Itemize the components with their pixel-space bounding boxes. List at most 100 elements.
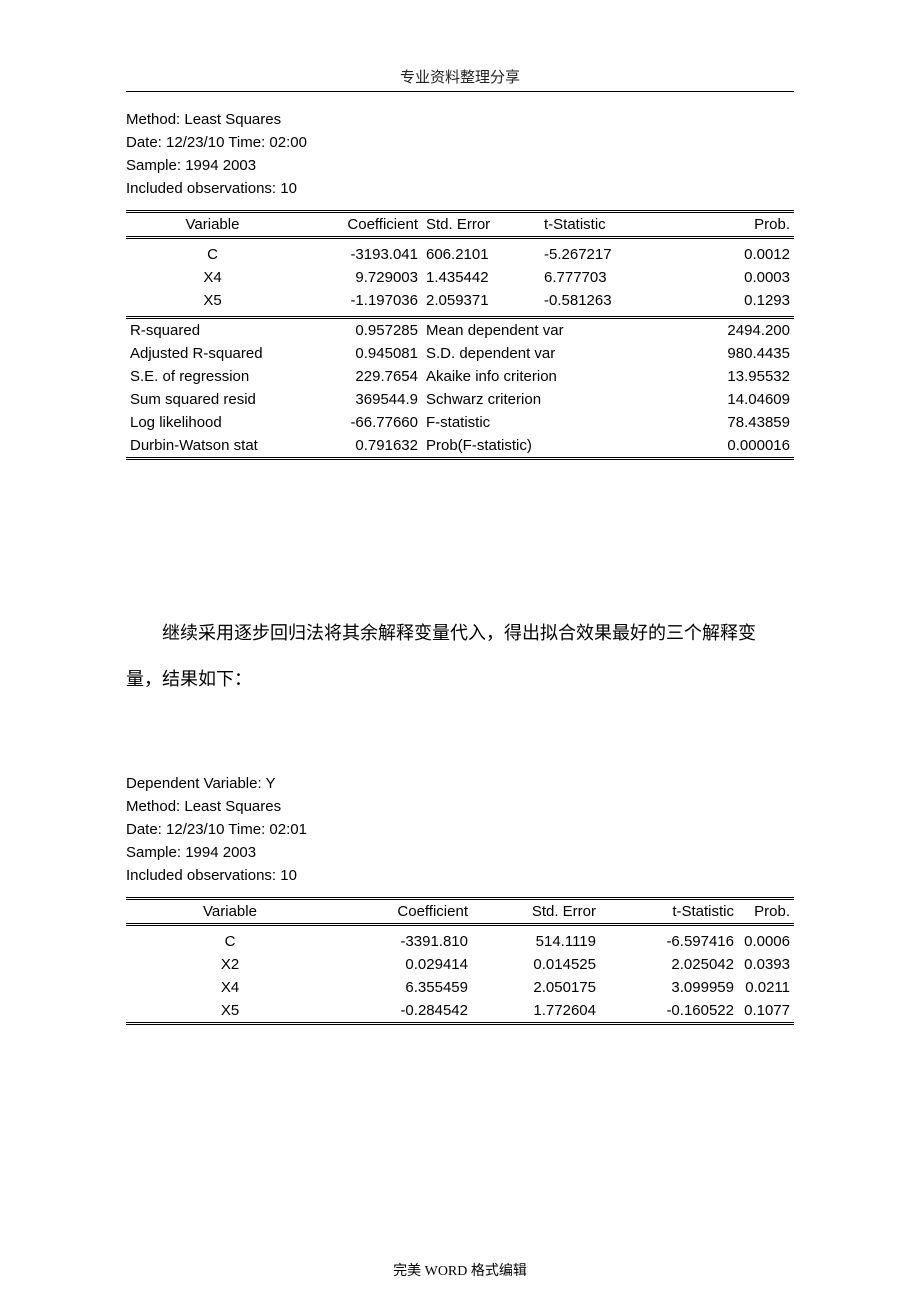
col-stderror: Std. Error <box>422 212 540 238</box>
cell-se: 606.2101 <box>422 243 540 266</box>
cell-variable: C <box>126 243 299 266</box>
stat-name: Durbin-Watson stat <box>126 434 299 459</box>
col-variable: Variable <box>126 212 299 238</box>
stat-label: Prob(F-statistic) <box>422 434 658 459</box>
cell-se: 1.772604 <box>472 999 600 1024</box>
col-prob: Prob. <box>738 899 794 925</box>
stat-name: Log likelihood <box>126 411 299 434</box>
cell-coef: -0.284542 <box>334 999 472 1024</box>
stat-label: F-statistic <box>422 411 658 434</box>
cell-coef: -3193.041 <box>299 243 422 266</box>
cell-se: 1.435442 <box>422 266 540 289</box>
stat-val2: 2494.200 <box>658 318 794 343</box>
table1-stat-row: Sum squared resid 369544.9 Schwarz crite… <box>126 388 794 411</box>
cell-se: 514.1119 <box>472 930 600 953</box>
table1-stat-row: R-squared 0.957285 Mean dependent var 24… <box>126 318 794 343</box>
page-footer: 完美 WORD 格式编辑 <box>126 1260 794 1280</box>
cell-t: -5.267217 <box>540 243 658 266</box>
meta-line: Included observations: 10 <box>126 177 794 200</box>
paragraph-line: 继续采用逐步回归法将其余解释变量代入，得出拟合效果最好的三个解释变 <box>126 610 794 656</box>
stat-label: Mean dependent var <box>422 318 658 343</box>
table2-row: C -3391.810 514.1119 -6.597416 0.0006 <box>126 930 794 953</box>
cell-prob: 0.0006 <box>738 930 794 953</box>
table1-stat-row: Durbin-Watson stat 0.791632 Prob(F-stati… <box>126 434 794 459</box>
meta-line: Dependent Variable: Y <box>126 772 794 795</box>
regression-table-1: Variable Coefficient Std. Error t-Statis… <box>126 210 794 460</box>
cell-t: -0.160522 <box>600 999 738 1024</box>
cell-variable: X4 <box>126 266 299 289</box>
table2-meta: Dependent Variable: Y Method: Least Squa… <box>126 772 794 887</box>
cell-prob: 0.1077 <box>738 999 794 1024</box>
cell-prob: 0.1293 <box>658 289 794 312</box>
table1-stat-row: Adjusted R-squared 0.945081 S.D. depende… <box>126 342 794 365</box>
cell-t: 2.025042 <box>600 953 738 976</box>
stat-val: 0.945081 <box>299 342 422 365</box>
cell-t: 6.777703 <box>540 266 658 289</box>
cell-prob: 0.0393 <box>738 953 794 976</box>
meta-line: Date: 12/23/10 Time: 02:01 <box>126 818 794 841</box>
table1-meta: Method: Least Squares Date: 12/23/10 Tim… <box>126 108 794 200</box>
stat-name: S.E. of regression <box>126 365 299 388</box>
cell-variable: X5 <box>126 999 334 1024</box>
cell-t: -6.597416 <box>600 930 738 953</box>
stat-val2: 13.95532 <box>658 365 794 388</box>
cell-variable: C <box>126 930 334 953</box>
stat-val: 369544.9 <box>299 388 422 411</box>
paragraph-line: 量，结果如下： <box>126 656 794 702</box>
stat-label: Akaike info criterion <box>422 365 658 388</box>
table2-head-row: Variable Coefficient Std. Error t-Statis… <box>126 899 794 925</box>
stat-name: R-squared <box>126 318 299 343</box>
cell-se: 2.059371 <box>422 289 540 312</box>
table1-head-row: Variable Coefficient Std. Error t-Statis… <box>126 212 794 238</box>
table1-row: X4 9.729003 1.435442 6.777703 0.0003 <box>126 266 794 289</box>
table1-stat-row: Log likelihood -66.77660 F-statistic 78.… <box>126 411 794 434</box>
cell-se: 2.050175 <box>472 976 600 999</box>
table1-row: X5 -1.197036 2.059371 -0.581263 0.1293 <box>126 289 794 312</box>
col-prob: Prob. <box>658 212 794 238</box>
body-paragraph: 继续采用逐步回归法将其余解释变量代入，得出拟合效果最好的三个解释变 量，结果如下… <box>126 610 794 702</box>
stat-val2: 0.000016 <box>658 434 794 459</box>
stat-val: 229.7654 <box>299 365 422 388</box>
cell-variable: X2 <box>126 953 334 976</box>
cell-t: -0.581263 <box>540 289 658 312</box>
col-coefficient: Coefficient <box>299 212 422 238</box>
table2-row: X2 0.029414 0.014525 2.025042 0.0393 <box>126 953 794 976</box>
page: 专业资料整理分享 Method: Least Squares Date: 12/… <box>0 0 920 1302</box>
meta-line: Sample: 1994 2003 <box>126 154 794 177</box>
cell-coef: 6.355459 <box>334 976 472 999</box>
stat-label: S.D. dependent var <box>422 342 658 365</box>
col-variable: Variable <box>126 899 334 925</box>
cell-prob: 0.0003 <box>658 266 794 289</box>
col-stderror: Std. Error <box>472 899 600 925</box>
table1-row: C -3193.041 606.2101 -5.267217 0.0012 <box>126 243 794 266</box>
stat-label: Schwarz criterion <box>422 388 658 411</box>
stat-name: Sum squared resid <box>126 388 299 411</box>
col-tstatistic: t-Statistic <box>540 212 658 238</box>
content-area: Method: Least Squares Date: 12/23/10 Tim… <box>126 108 794 1025</box>
cell-variable: X5 <box>126 289 299 312</box>
meta-line: Method: Least Squares <box>126 108 794 131</box>
stat-val2: 980.4435 <box>658 342 794 365</box>
cell-prob: 0.0211 <box>738 976 794 999</box>
col-coefficient: Coefficient <box>334 899 472 925</box>
table2-row: X4 6.355459 2.050175 3.099959 0.0211 <box>126 976 794 999</box>
table1-stat-row: S.E. of regression 229.7654 Akaike info … <box>126 365 794 388</box>
table2-row: X5 -0.284542 1.772604 -0.160522 0.1077 <box>126 999 794 1024</box>
stat-val2: 78.43859 <box>658 411 794 434</box>
cell-prob: 0.0012 <box>658 243 794 266</box>
cell-coef: 9.729003 <box>299 266 422 289</box>
cell-se: 0.014525 <box>472 953 600 976</box>
col-tstatistic: t-Statistic <box>600 899 738 925</box>
stat-val2: 14.04609 <box>658 388 794 411</box>
cell-coef: 0.029414 <box>334 953 472 976</box>
cell-coef: -1.197036 <box>299 289 422 312</box>
stat-val: 0.957285 <box>299 318 422 343</box>
meta-line: Date: 12/23/10 Time: 02:00 <box>126 131 794 154</box>
meta-line: Method: Least Squares <box>126 795 794 818</box>
cell-coef: -3391.810 <box>334 930 472 953</box>
stat-val: -66.77660 <box>299 411 422 434</box>
stat-name: Adjusted R-squared <box>126 342 299 365</box>
meta-line: Included observations: 10 <box>126 864 794 887</box>
stat-val: 0.791632 <box>299 434 422 459</box>
cell-variable: X4 <box>126 976 334 999</box>
